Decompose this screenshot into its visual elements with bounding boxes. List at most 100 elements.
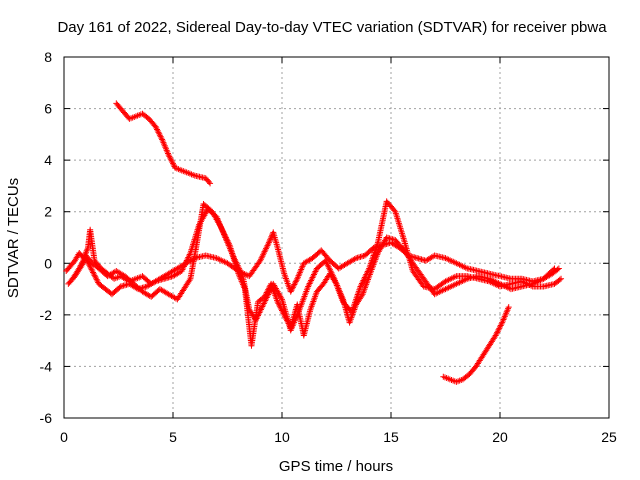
data-point xyxy=(92,275,99,282)
data-point xyxy=(332,279,339,286)
data-point xyxy=(87,263,94,270)
data-point xyxy=(505,304,512,311)
y-tick-label: -4 xyxy=(40,358,53,374)
data-point xyxy=(265,286,272,293)
data-point xyxy=(281,311,288,318)
data-point xyxy=(154,126,161,133)
data-point xyxy=(277,304,284,311)
data-point xyxy=(288,287,295,294)
data-point xyxy=(556,276,563,283)
data-point xyxy=(90,270,97,277)
data-point xyxy=(165,151,172,158)
data-point xyxy=(497,323,503,330)
data-point xyxy=(263,290,270,297)
data-point xyxy=(284,317,291,324)
x-tick-label: 15 xyxy=(383,429,399,445)
data-point xyxy=(91,272,98,279)
data-point xyxy=(79,258,86,265)
data-point xyxy=(157,133,164,140)
y-tick-label: 6 xyxy=(44,101,52,117)
data-point xyxy=(265,239,272,246)
data-point xyxy=(77,262,84,269)
data-point xyxy=(167,156,174,163)
data-point xyxy=(492,332,499,339)
data-point xyxy=(276,303,283,310)
data-point xyxy=(287,288,294,295)
x-tick-label: 20 xyxy=(492,429,508,445)
data-point xyxy=(266,238,273,245)
data-point xyxy=(80,256,87,263)
data-point xyxy=(78,261,85,268)
data-point xyxy=(207,180,214,187)
data-point xyxy=(280,310,287,317)
data-point xyxy=(89,268,96,275)
data-point xyxy=(551,265,558,272)
data-point xyxy=(275,300,282,307)
series-lower xyxy=(440,304,512,385)
data-point xyxy=(291,281,298,288)
data-point xyxy=(351,255,358,262)
data-point xyxy=(154,127,161,134)
y-tick-label: -2 xyxy=(40,307,53,323)
data-point xyxy=(167,154,174,161)
data-point xyxy=(289,284,296,291)
data-point xyxy=(93,276,100,283)
data-point xyxy=(83,247,90,254)
plot-frame xyxy=(63,56,610,419)
data-point xyxy=(281,313,288,320)
data-point xyxy=(84,246,91,253)
data-point xyxy=(497,322,504,329)
data-point xyxy=(166,153,173,160)
data-point xyxy=(76,264,83,271)
y-axis-label: SDTVAR / TECUs xyxy=(5,178,22,298)
data-point xyxy=(90,269,97,276)
data-points xyxy=(63,100,565,385)
data-point xyxy=(156,130,163,137)
data-point xyxy=(76,265,83,272)
data-point xyxy=(493,331,500,338)
data-point xyxy=(262,292,269,299)
data-point xyxy=(205,179,212,186)
data-point xyxy=(278,306,285,313)
data-point xyxy=(283,316,290,323)
data-point xyxy=(79,259,86,266)
data-point xyxy=(284,319,291,326)
data-point xyxy=(186,277,193,284)
x-tick-label: 0 xyxy=(60,429,68,445)
data-point xyxy=(494,329,501,336)
data-point xyxy=(168,157,175,164)
data-point xyxy=(170,162,177,169)
data-point xyxy=(279,308,286,315)
data-point xyxy=(261,293,268,300)
y-tick-label: -6 xyxy=(40,410,53,426)
data-point xyxy=(293,277,300,284)
y-tick-label: 8 xyxy=(44,49,52,65)
series-c xyxy=(69,200,558,349)
chart-title: Day 161 of 2022, Sidereal Day-to-day VTE… xyxy=(57,19,607,36)
data-point xyxy=(285,320,292,327)
data-point xyxy=(558,275,565,282)
gridlines xyxy=(64,57,609,418)
series-upper xyxy=(113,100,214,187)
axis-ticks xyxy=(63,56,610,419)
data-point xyxy=(264,288,271,295)
data-point xyxy=(153,125,160,132)
data-point xyxy=(358,292,365,299)
data-point xyxy=(267,236,274,243)
data-point xyxy=(155,129,162,136)
x-tick-label: 5 xyxy=(169,429,177,445)
data-point xyxy=(169,159,176,166)
x-tick-label: 25 xyxy=(601,429,617,445)
data-point xyxy=(292,280,299,287)
data-point xyxy=(152,123,159,130)
data-point xyxy=(170,160,176,167)
data-point xyxy=(87,265,94,272)
data-point xyxy=(88,266,95,273)
data-point xyxy=(282,314,289,321)
data-point xyxy=(289,285,296,292)
data-point xyxy=(92,273,99,280)
data-point xyxy=(290,282,297,289)
data-point xyxy=(94,278,101,285)
data-point xyxy=(550,266,557,273)
data-point xyxy=(263,289,270,296)
